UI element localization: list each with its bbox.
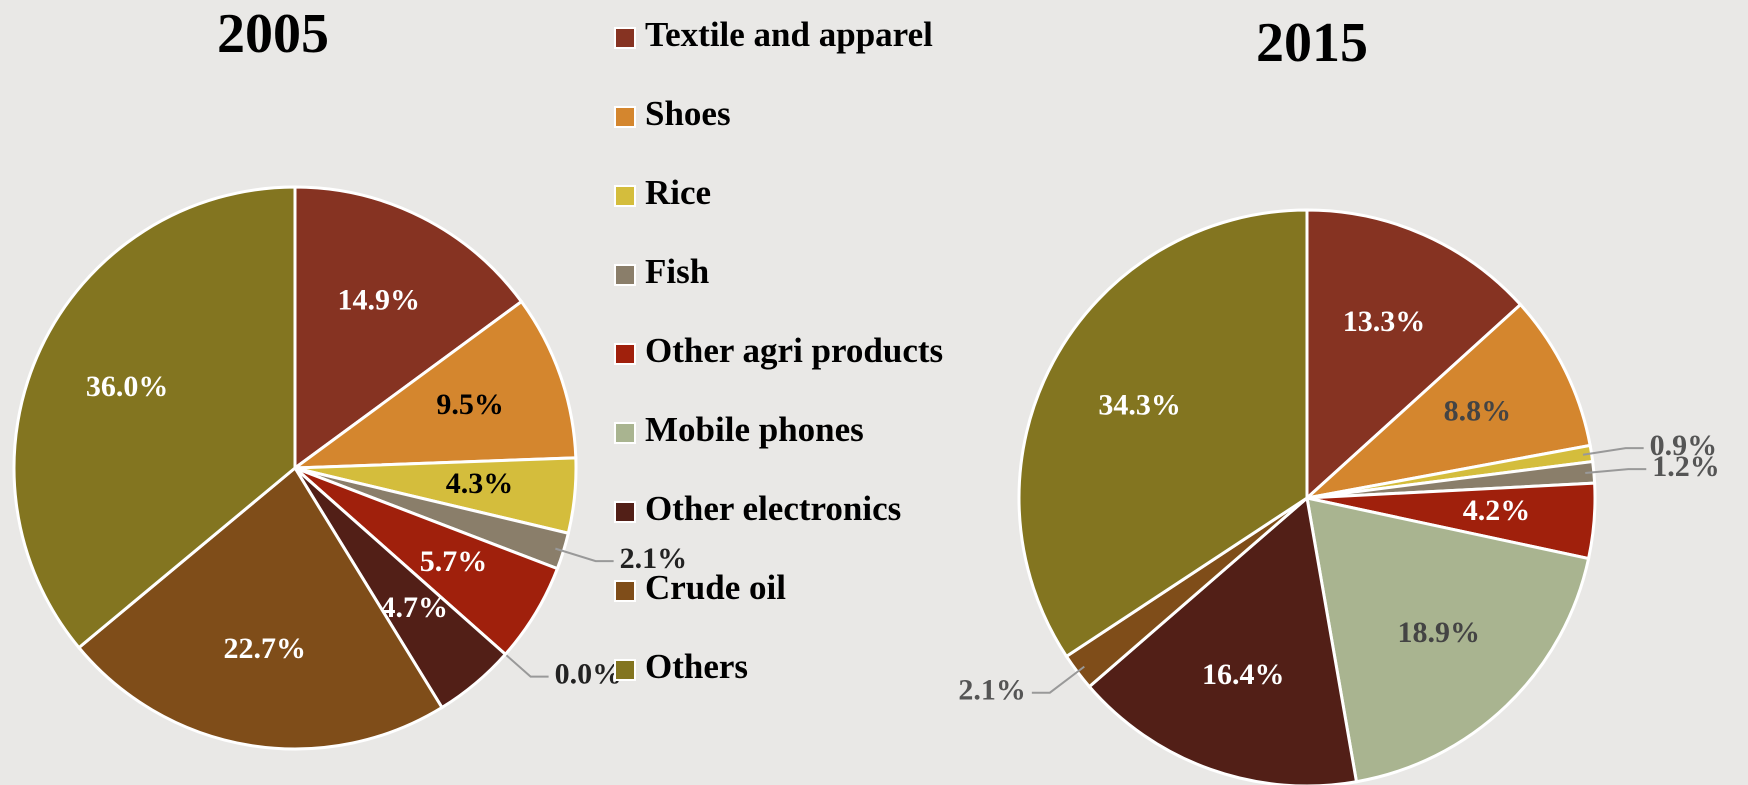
legend-swatch xyxy=(614,27,636,49)
legend-swatch xyxy=(614,422,636,444)
leader-line xyxy=(555,547,614,563)
data-label: 0.9% xyxy=(1650,429,1718,462)
data-label: 4.7% xyxy=(380,591,448,624)
data-label: 8.8% xyxy=(1444,395,1512,428)
chart-title: 2015 xyxy=(1256,12,1368,74)
legend-label: Mobile phones xyxy=(645,410,864,449)
pie-slice xyxy=(1305,208,1523,502)
pie-slice xyxy=(1017,208,1309,659)
data-label: 4.3% xyxy=(446,467,514,500)
legend-swatch xyxy=(614,659,636,681)
pie-slice xyxy=(293,185,524,471)
leader-line xyxy=(1582,447,1644,456)
data-label: 34.3% xyxy=(1098,389,1181,422)
legend-label: Textile and apparel xyxy=(645,15,933,54)
legend-label: Crude oil xyxy=(645,568,786,607)
data-label: 4.2% xyxy=(1463,494,1531,527)
legend-label: Shoes xyxy=(645,94,731,133)
data-label: 13.3% xyxy=(1343,305,1426,338)
leader-line xyxy=(498,647,549,678)
legend-swatch xyxy=(614,343,636,365)
data-label: 9.5% xyxy=(436,388,504,421)
legend-label: Rice xyxy=(645,173,711,212)
legend-swatch xyxy=(614,185,636,207)
data-label: 0.0% xyxy=(555,658,623,691)
data-label: 2.1% xyxy=(958,674,1026,707)
data-label: 18.9% xyxy=(1397,616,1480,649)
data-label: 1.2% xyxy=(1652,450,1720,483)
data-label: 22.7% xyxy=(224,632,307,665)
legend-swatch xyxy=(614,580,636,602)
pie-slice xyxy=(76,465,445,751)
pie-slice xyxy=(1087,495,1359,785)
data-label: 14.9% xyxy=(338,283,421,316)
legend-label: Others xyxy=(645,647,748,686)
legend-swatch xyxy=(614,106,636,128)
data-label: 36.0% xyxy=(86,370,169,403)
chart-title: 2005 xyxy=(217,3,329,65)
data-label: 16.4% xyxy=(1202,658,1285,691)
data-label: 2.1% xyxy=(620,542,688,575)
pie-slice xyxy=(1305,496,1591,784)
legend-swatch xyxy=(614,264,636,286)
data-label: 5.7% xyxy=(420,545,488,578)
legend-label: Other electronics xyxy=(645,489,901,528)
legend-label: Fish xyxy=(645,252,709,291)
leader-line xyxy=(1031,665,1085,694)
pie-slice xyxy=(12,185,297,650)
legend-label: Other agri products xyxy=(645,331,943,370)
pie-slice xyxy=(290,299,578,470)
pie-slice xyxy=(1302,302,1592,501)
leader-line xyxy=(1585,468,1647,475)
legend-swatch xyxy=(614,501,636,523)
